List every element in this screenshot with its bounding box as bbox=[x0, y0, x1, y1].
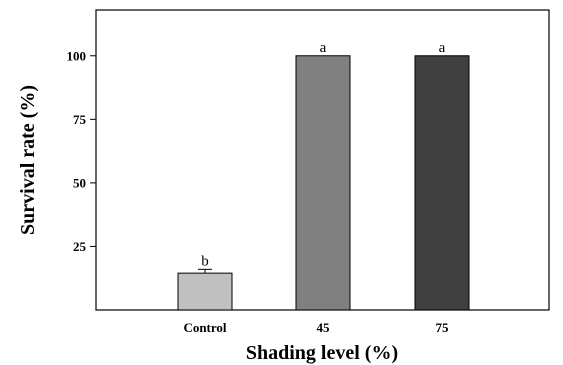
y-tick-label: 75 bbox=[73, 112, 87, 127]
y-tick-label: 50 bbox=[73, 175, 86, 190]
y-axis-title: Survival rate (%) bbox=[17, 85, 39, 235]
y-axis: 25 50 75 100 bbox=[67, 48, 96, 254]
bar-45 bbox=[295, 55, 351, 311]
y-tick-label: 25 bbox=[73, 239, 87, 254]
x-axis: Control 45 75 bbox=[183, 320, 449, 335]
x-tick-label: 75 bbox=[436, 320, 450, 335]
bars-group: b a a bbox=[177, 40, 470, 311]
error-bar bbox=[198, 268, 212, 274]
significance-label: a bbox=[439, 40, 446, 56]
bar-75 bbox=[414, 55, 470, 311]
significance-label: a bbox=[320, 40, 327, 56]
significance-label: b bbox=[201, 253, 209, 269]
y-tick-label: 100 bbox=[67, 48, 87, 63]
x-tick-label: 45 bbox=[317, 320, 331, 335]
bar-control bbox=[177, 272, 233, 311]
x-axis-title: Shading level (%) bbox=[246, 342, 398, 364]
x-tick-label: Control bbox=[183, 320, 226, 335]
